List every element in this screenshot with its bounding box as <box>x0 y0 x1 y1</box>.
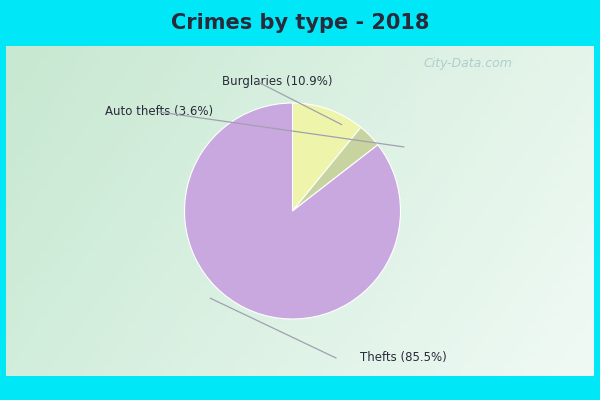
Text: Burglaries (10.9%): Burglaries (10.9%) <box>222 76 332 88</box>
Wedge shape <box>292 103 361 211</box>
Wedge shape <box>185 103 401 319</box>
Text: City-Data.com: City-Data.com <box>424 58 512 70</box>
Text: Crimes by type - 2018: Crimes by type - 2018 <box>171 13 429 33</box>
Text: Thefts (85.5%): Thefts (85.5%) <box>360 352 447 364</box>
Wedge shape <box>293 127 378 211</box>
Text: Auto thefts (3.6%): Auto thefts (3.6%) <box>105 106 213 118</box>
